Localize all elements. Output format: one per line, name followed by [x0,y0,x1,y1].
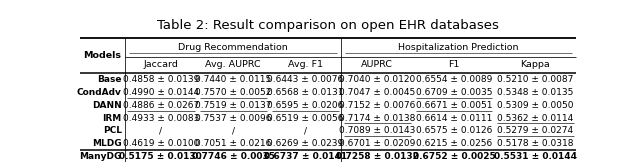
Text: 0.6671 ± 0.0051: 0.6671 ± 0.0051 [416,101,492,110]
Text: 0.7519 ± 0.0137: 0.7519 ± 0.0137 [195,101,271,110]
Text: Kappa: Kappa [520,60,550,69]
Text: 0.5531 ± 0.0144: 0.5531 ± 0.0144 [494,152,577,161]
Text: 0.7152 ± 0.0076: 0.7152 ± 0.0076 [339,101,415,110]
Text: 0.5362 ± 0.0114: 0.5362 ± 0.0114 [497,114,573,122]
Text: 0.6554 ± 0.0089: 0.6554 ± 0.0089 [416,75,492,84]
Text: 0.7051 ± 0.0216: 0.7051 ± 0.0216 [195,139,271,148]
Text: 0.6215 ± 0.0256: 0.6215 ± 0.0256 [416,139,492,148]
Text: PCL: PCL [102,126,122,135]
Text: 0.7040 ± 0.0120: 0.7040 ± 0.0120 [339,75,415,84]
Text: Hospitalization Prediction: Hospitalization Prediction [399,43,519,52]
Text: DANN: DANN [92,101,122,110]
Text: Avg. F1: Avg. F1 [288,60,323,69]
Text: Base: Base [97,75,122,84]
Text: 0.7537 ± 0.0096: 0.7537 ± 0.0096 [195,114,271,122]
Text: 0.6709 ± 0.0035: 0.6709 ± 0.0035 [416,88,492,97]
Text: 0.5279 ± 0.0274: 0.5279 ± 0.0274 [497,126,573,135]
Text: 0.6595 ± 0.0206: 0.6595 ± 0.0206 [268,101,344,110]
Text: 0.6614 ± 0.0111: 0.6614 ± 0.0111 [416,114,492,122]
Text: /: / [304,126,307,135]
Text: 0.4933 ± 0.0083: 0.4933 ± 0.0083 [123,114,199,122]
Text: /: / [232,126,235,135]
Text: 0.7089 ± 0.0143: 0.7089 ± 0.0143 [339,126,415,135]
Text: IRM: IRM [102,114,122,122]
Text: AUPRC: AUPRC [362,60,394,69]
Text: 0.5348 ± 0.0135: 0.5348 ± 0.0135 [497,88,573,97]
Text: /: / [159,126,163,135]
Text: F1: F1 [448,60,460,69]
Text: 0.4619 ± 0.0100: 0.4619 ± 0.0100 [123,139,199,148]
Text: 0.4886 ± 0.0267: 0.4886 ± 0.0267 [123,101,199,110]
Bar [80,150,576,162]
Text: 0.6575 ± 0.0126: 0.6575 ± 0.0126 [416,126,492,135]
Text: 0.5175 ± 0.0130: 0.5175 ± 0.0130 [120,152,202,161]
Text: MLDG: MLDG [92,139,122,148]
Text: 0.7440 ± 0.0115: 0.7440 ± 0.0115 [195,75,271,84]
Text: 0.6568 ± 0.0131: 0.6568 ± 0.0131 [267,88,344,97]
Text: 0.6701 ± 0.0209: 0.6701 ± 0.0209 [339,139,415,148]
Text: 0.5178 ± 0.0318: 0.5178 ± 0.0318 [497,139,573,148]
Text: 0.5210 ± 0.0087: 0.5210 ± 0.0087 [497,75,573,84]
Text: Jaccard: Jaccard [143,60,179,69]
Text: 0.7746 ± 0.0035: 0.7746 ± 0.0035 [192,152,275,161]
Text: 0.6752 ± 0.0025: 0.6752 ± 0.0025 [413,152,495,161]
Text: 0.7047 ± 0.0045: 0.7047 ± 0.0045 [339,88,415,97]
Text: 0.6737 ± 0.0141: 0.6737 ± 0.0141 [264,152,347,161]
Text: 0.4858 ± 0.0139: 0.4858 ± 0.0139 [123,75,199,84]
Text: 0.6519 ± 0.0056: 0.6519 ± 0.0056 [267,114,344,122]
Text: 0.7258 ± 0.0132: 0.7258 ± 0.0132 [336,152,419,161]
Text: 0.6443 ± 0.0076: 0.6443 ± 0.0076 [268,75,344,84]
Text: Drug Recommendation: Drug Recommendation [178,43,288,52]
Text: CondAdv: CondAdv [77,88,122,97]
Text: Models: Models [83,51,122,60]
Text: 0.7570 ± 0.0052: 0.7570 ± 0.0052 [195,88,271,97]
Text: 0.6269 ± 0.0239: 0.6269 ± 0.0239 [268,139,344,148]
Text: 0.5309 ± 0.0050: 0.5309 ± 0.0050 [497,101,573,110]
Text: Table 2: Result comparison on open EHR databases: Table 2: Result comparison on open EHR d… [157,19,499,32]
Text: Avg. AUPRC: Avg. AUPRC [205,60,261,69]
Text: 0.7174 ± 0.0138: 0.7174 ± 0.0138 [339,114,415,122]
Text: ManyDG: ManyDG [79,152,122,161]
Text: 0.4990 ± 0.0144: 0.4990 ± 0.0144 [123,88,199,97]
